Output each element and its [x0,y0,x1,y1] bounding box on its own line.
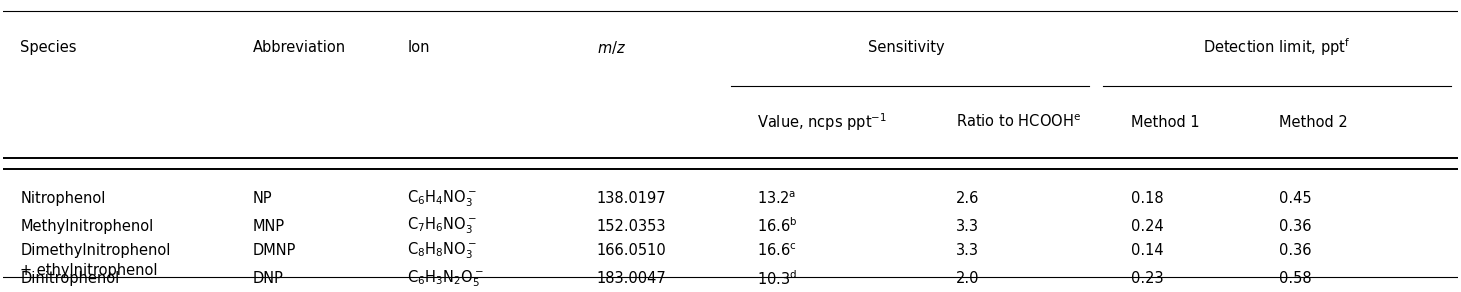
Text: Detection limit, ppt$^{\mathregular{f}}$: Detection limit, ppt$^{\mathregular{f}}$ [1204,36,1351,58]
Text: 0.36: 0.36 [1280,218,1312,234]
Text: 3.3: 3.3 [955,218,979,234]
Text: Sensitivity: Sensitivity [868,40,944,55]
Text: 2.6: 2.6 [955,191,979,206]
Text: C$_6$H$_3$N$_2$O$_5^-$: C$_6$H$_3$N$_2$O$_5^-$ [408,268,484,289]
Text: 0.24: 0.24 [1131,218,1163,234]
Text: 0.14: 0.14 [1131,244,1163,258]
Text: 16.6$^{\mathregular{b}}$: 16.6$^{\mathregular{b}}$ [757,217,798,235]
Text: C$_7$H$_6$NO$_3^-$: C$_7$H$_6$NO$_3^-$ [408,216,476,236]
Text: 3.3: 3.3 [955,244,979,258]
Text: Species: Species [20,40,77,55]
Text: 0.45: 0.45 [1280,191,1312,206]
Text: DMNP: DMNP [253,244,297,258]
Text: 166.0510: 166.0510 [596,244,666,258]
Text: Value, ncps ppt$^{-1}$: Value, ncps ppt$^{-1}$ [757,111,887,133]
Text: Methylnitrophenol: Methylnitrophenol [20,218,153,234]
Text: Method 2: Method 2 [1280,114,1349,130]
Text: Ratio to HCOOH$^{\mathregular{e}}$: Ratio to HCOOH$^{\mathregular{e}}$ [955,114,1081,130]
Text: 138.0197: 138.0197 [596,191,666,206]
Text: 0.36: 0.36 [1280,244,1312,258]
Text: 0.23: 0.23 [1131,271,1163,286]
Text: + ethylnitrophenol: + ethylnitrophenol [20,263,158,278]
Text: Abbreviation: Abbreviation [253,40,346,55]
Text: 10.3$^{\mathregular{d}}$: 10.3$^{\mathregular{d}}$ [757,269,798,288]
Text: 2.0: 2.0 [955,271,979,286]
Text: 183.0047: 183.0047 [596,271,666,286]
Text: MNP: MNP [253,218,285,234]
Text: NP: NP [253,191,273,206]
Text: 0.58: 0.58 [1280,271,1312,286]
Text: Method 1: Method 1 [1131,114,1199,130]
Text: 152.0353: 152.0353 [596,218,666,234]
Text: Dimethylnitrophenol: Dimethylnitrophenol [20,244,171,258]
Text: Dinitrophenol: Dinitrophenol [20,271,120,286]
Text: C$_6$H$_4$NO$_3^-$: C$_6$H$_4$NO$_3^-$ [408,188,476,208]
Text: Nitrophenol: Nitrophenol [20,191,105,206]
Text: 13.2$^{\mathregular{a}}$: 13.2$^{\mathregular{a}}$ [757,190,796,206]
Text: DNP: DNP [253,271,283,286]
Text: Ion: Ion [408,40,430,55]
Text: $m/z$: $m/z$ [596,39,625,56]
Text: 16.6$^{\mathregular{c}}$: 16.6$^{\mathregular{c}}$ [757,243,796,259]
Text: 0.18: 0.18 [1131,191,1163,206]
Text: C$_8$H$_8$NO$_3^-$: C$_8$H$_8$NO$_3^-$ [408,241,476,261]
